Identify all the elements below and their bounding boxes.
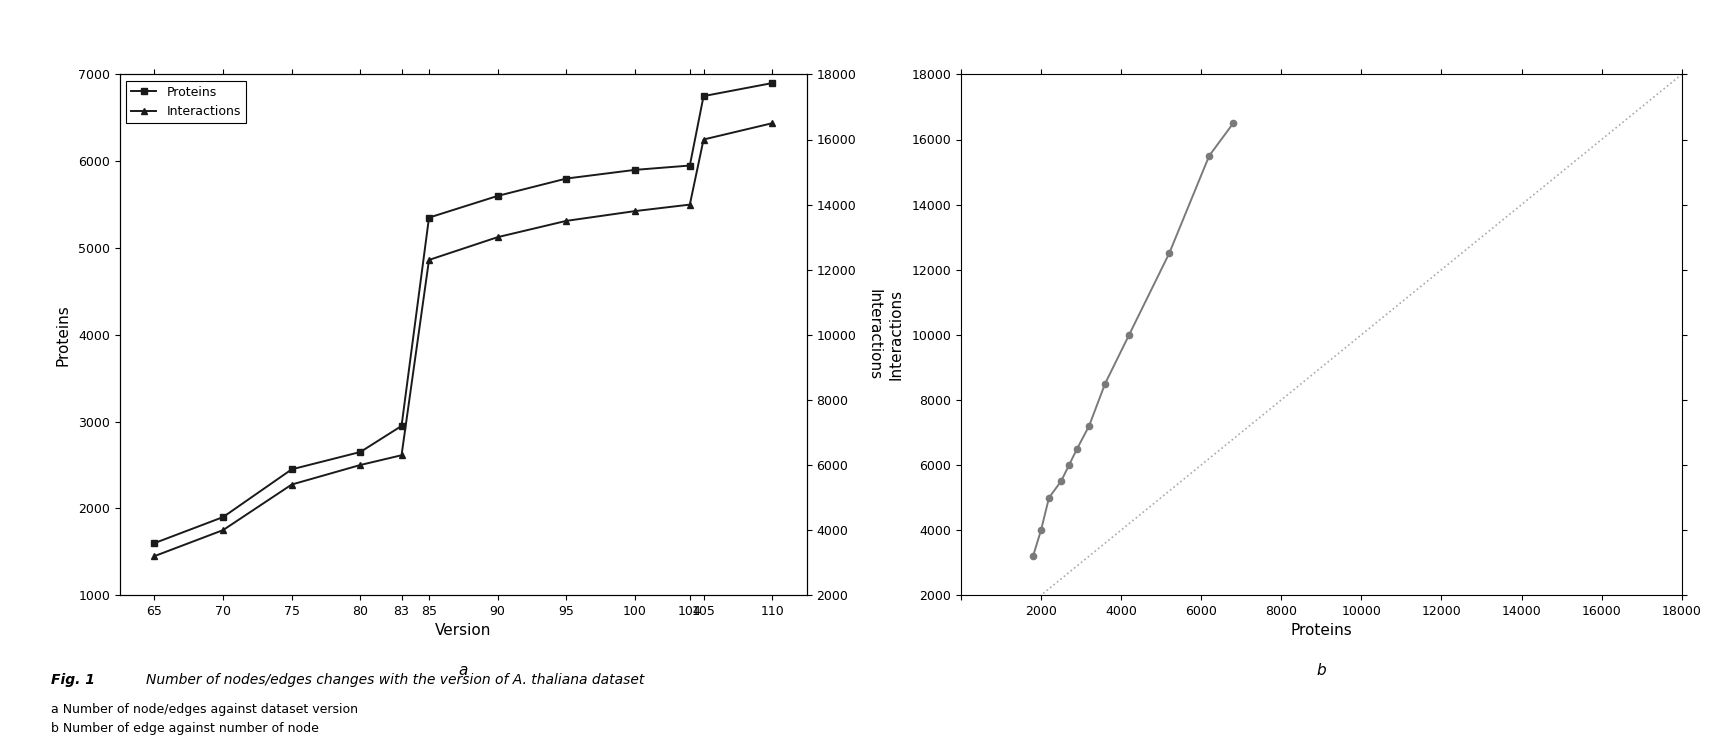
Proteins (556, 174, 577, 183)
Proteins (213, 513, 233, 522)
Proteins (391, 421, 412, 430)
Line: Proteins: Proteins (151, 80, 776, 547)
Proteins (350, 447, 371, 456)
Proteins (762, 79, 782, 88)
Line: Interactions: Interactions (151, 120, 776, 559)
Y-axis label: Proteins: Proteins (55, 304, 70, 365)
Proteins (625, 165, 645, 174)
Interactions (625, 207, 645, 216)
Text: b: b (1316, 663, 1326, 678)
Interactions (391, 451, 412, 460)
Proteins (144, 539, 165, 548)
X-axis label: Proteins: Proteins (1290, 623, 1352, 638)
Interactions (213, 525, 233, 534)
Interactions (556, 217, 577, 225)
Text: Fig. 1: Fig. 1 (51, 673, 96, 687)
Proteins (487, 191, 508, 200)
Proteins (680, 161, 700, 170)
Proteins (419, 213, 439, 222)
Text: a: a (458, 663, 468, 678)
Interactions (144, 551, 165, 561)
X-axis label: Version: Version (436, 623, 491, 638)
Interactions (281, 480, 302, 489)
Text: b Number of edge against number of node: b Number of edge against number of node (51, 722, 319, 734)
Interactions (680, 200, 700, 209)
Proteins (281, 465, 302, 474)
Interactions (762, 119, 782, 128)
Interactions (693, 135, 714, 144)
Proteins (693, 92, 714, 100)
Interactions (487, 233, 508, 242)
Y-axis label: Interactions: Interactions (887, 289, 903, 380)
Text: a Number of node/edges against dataset version: a Number of node/edges against dataset v… (51, 703, 359, 716)
Legend: Proteins, Interactions: Proteins, Interactions (127, 80, 245, 123)
Interactions (350, 461, 371, 469)
Text: Number of nodes/edges changes with the version of A. thaliana dataset: Number of nodes/edges changes with the v… (146, 673, 644, 687)
Y-axis label: Interactions: Interactions (867, 289, 880, 380)
Interactions (419, 255, 439, 264)
